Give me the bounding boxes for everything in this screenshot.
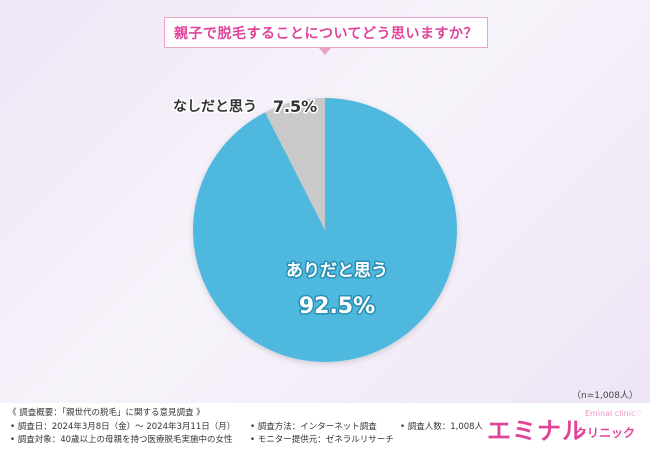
chart-title: 親子で脱毛することについてどう思いますか？ [173,25,479,42]
slice-value-0: 7.5% [273,97,317,116]
pie-chart: なしだと思う 7.5% ありだと思う 92.5% [172,96,457,362]
pie-slice-1 [192,98,457,362]
survey-target: • 調査対象：40歳以上の母親を持つ医療脱毛実施中の女性 [10,435,233,445]
survey-method: • 調査方法：インターネット調査 [250,422,377,432]
pie-slice-0 [265,98,325,230]
sample-size-note: （n=1,008人） [571,391,638,401]
slice-label-0: なしだと思う [173,99,257,115]
survey-count: • 調査人数：1,008人 [400,422,484,432]
survey-date: • 調査日：2024年3月8日（金）〜 2024年3月11日（月） [10,422,236,432]
survey-provider: • モニター提供元：ゼネラルリサーチ [250,435,394,445]
slice-value-1: 92.5% [299,294,375,319]
title-pointer [319,48,331,55]
slice-label-1: ありだと思う [286,261,388,281]
logo-main-text: エミナル [487,417,587,445]
chart-title-box: 親子で脱毛することについてどう思いますか？ [164,17,488,48]
survey-summary-header: 《 調査概要：「親世代の脱毛」に関する意見調査 》 [8,408,205,418]
survey-footer: 《 調査概要：「親世代の脱毛」に関する意見調査 》 • 調査日：2024年3月8… [0,403,650,450]
logo-sub-text: クリニック [575,426,636,440]
logo-en-text: Eminal clinic♡ [585,409,643,418]
